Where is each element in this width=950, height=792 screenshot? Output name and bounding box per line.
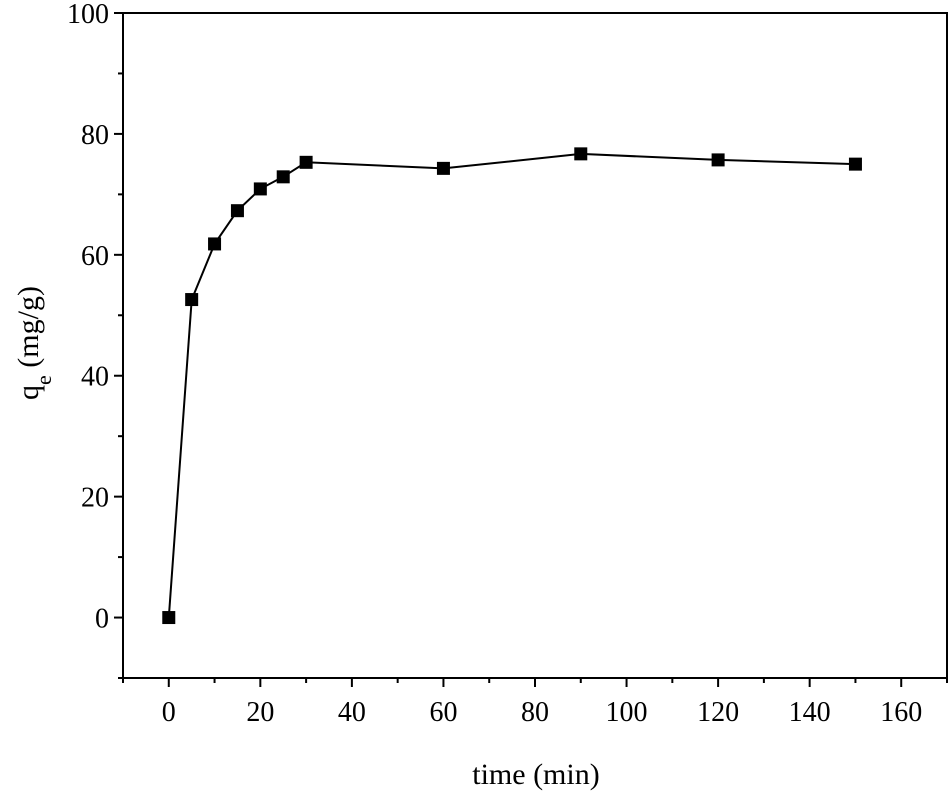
series-group — [162, 147, 862, 625]
x-tick-label: 60 — [429, 697, 457, 728]
data-point-marker — [436, 161, 450, 175]
y-axis-title-group: qe (mg/g) — [12, 286, 56, 400]
data-point-marker — [162, 611, 176, 625]
series-line — [167, 152, 856, 618]
x-tick-label: 0 — [162, 697, 176, 728]
data-point-marker — [299, 155, 313, 169]
x-axis-ticks: 0 20 40 60 80 100 120 140 160 — [122, 678, 948, 728]
y-tick-label: 20 — [81, 483, 109, 514]
data-point-marker — [230, 204, 244, 218]
x-tick-label: 120 — [697, 697, 739, 728]
plot-frame — [122, 12, 948, 679]
y-axis-title-main: q — [12, 385, 45, 400]
data-point-marker — [711, 153, 725, 167]
data-point-marker — [185, 293, 199, 307]
y-tick-label: 40 — [81, 362, 109, 393]
data-point-marker — [848, 157, 862, 171]
y-axis-title: qe (mg/g) — [12, 286, 56, 400]
data-point-marker — [253, 182, 267, 196]
y-axis-title-subscript: e — [31, 375, 56, 385]
x-tick-label: 160 — [880, 697, 922, 728]
x-tick-label: 20 — [246, 697, 274, 728]
data-point-marker — [208, 237, 222, 251]
x-tick-label: 100 — [606, 697, 648, 728]
y-axis-title-unit: (mg/g) — [12, 286, 45, 375]
data-point-marker — [574, 147, 588, 161]
x-axis-title: time (min) — [472, 758, 599, 791]
x-tick-label: 80 — [521, 697, 549, 728]
y-tick-label: 100 — [67, 0, 109, 30]
y-tick-label: 0 — [95, 604, 109, 635]
y-tick-label: 60 — [81, 241, 109, 272]
axes-frame — [122, 12, 948, 679]
x-tick-label: 40 — [338, 697, 366, 728]
y-tick-label: 80 — [81, 120, 109, 151]
data-point-marker — [276, 170, 290, 184]
y-axis-ticks: 0 20 40 60 80 100 — [67, 0, 123, 679]
x-tick-label: 140 — [789, 697, 831, 728]
